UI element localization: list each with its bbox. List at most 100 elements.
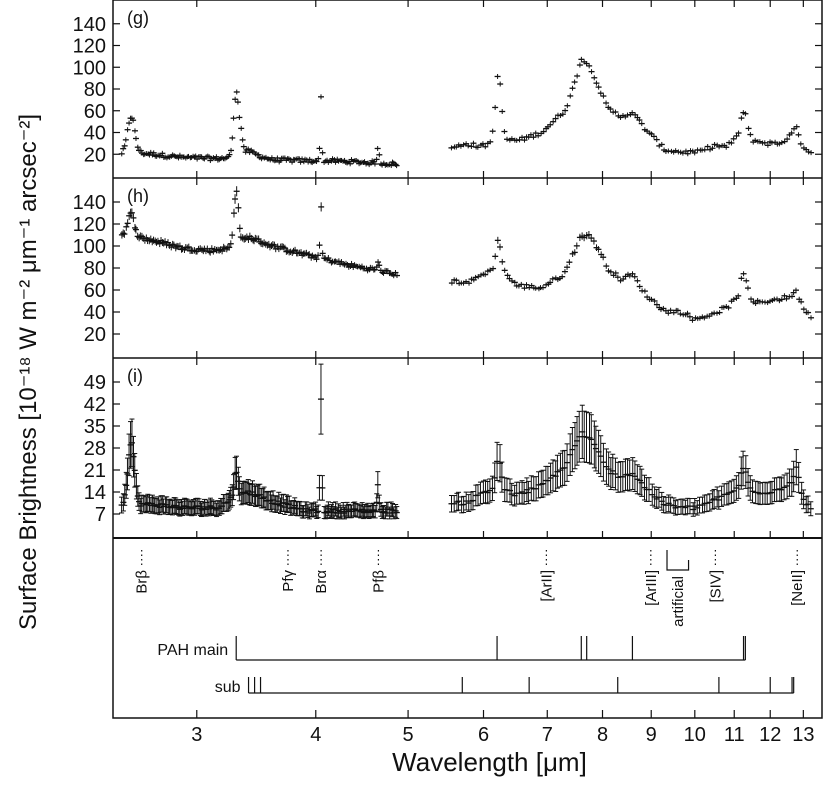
y-tick-label: 120	[73, 214, 106, 236]
y-tick-label: 28	[84, 438, 106, 460]
data-point	[372, 504, 379, 519]
data-point	[653, 302, 660, 308]
y-tick-label: 100	[73, 57, 106, 79]
data-point	[566, 259, 573, 266]
data-point	[632, 112, 639, 118]
data-point	[486, 478, 493, 503]
data-point	[778, 140, 785, 146]
data-point	[578, 56, 585, 62]
data-point	[795, 461, 802, 493]
data-point	[313, 256, 320, 263]
data-point	[689, 317, 696, 323]
data-point	[499, 258, 506, 265]
data-point	[735, 130, 742, 136]
data-point	[573, 242, 580, 250]
data-point	[679, 498, 686, 515]
data-point	[562, 108, 569, 114]
data-point	[728, 480, 735, 504]
data-point	[315, 156, 322, 162]
data-point	[482, 272, 489, 278]
data-point	[715, 490, 722, 510]
data-point	[315, 504, 322, 519]
data-point	[807, 501, 814, 517]
data-point	[172, 497, 179, 514]
data-point	[667, 307, 674, 313]
data-point	[492, 104, 499, 110]
data-point	[235, 203, 242, 213]
data-point	[303, 501, 310, 517]
data-point	[356, 503, 363, 518]
data-point	[234, 99, 241, 105]
data-point	[470, 140, 477, 146]
data-point	[576, 410, 583, 463]
data-point	[743, 278, 750, 284]
data-point	[595, 429, 602, 474]
data-point	[126, 120, 133, 126]
data-point	[658, 141, 665, 147]
data-point	[506, 276, 513, 282]
data-point	[448, 280, 455, 286]
data-point	[131, 128, 138, 134]
data-point	[335, 258, 342, 265]
data-point	[788, 130, 795, 136]
data-point	[169, 240, 176, 248]
data-point	[521, 137, 528, 143]
data-point	[686, 314, 693, 320]
data-point	[718, 485, 725, 507]
data-point	[738, 275, 745, 281]
data-point	[591, 75, 598, 81]
data-point	[373, 156, 380, 162]
data-point	[216, 500, 223, 516]
data-point	[127, 421, 134, 469]
data-point	[662, 496, 669, 514]
data-point	[120, 229, 127, 238]
data-point	[123, 222, 130, 231]
data-point	[477, 481, 484, 505]
data-point	[124, 127, 131, 133]
data-point	[494, 73, 501, 79]
data-point	[559, 111, 566, 117]
data-point	[130, 117, 137, 123]
data-point	[540, 469, 547, 498]
data-point	[784, 136, 791, 142]
data-point	[636, 284, 643, 290]
data-point	[684, 310, 691, 316]
data-point	[603, 100, 610, 106]
data-point	[590, 237, 597, 245]
data-point	[600, 93, 607, 99]
data-point	[742, 111, 749, 117]
panel-label: (h)	[127, 186, 149, 206]
data-point	[118, 151, 125, 157]
data-point	[501, 129, 508, 135]
data-point	[554, 454, 561, 489]
data-point	[620, 276, 627, 282]
data-point	[298, 249, 305, 256]
data-point	[725, 305, 732, 311]
data-point	[472, 274, 479, 280]
data-point	[711, 488, 718, 509]
x-tick-label: 12	[759, 724, 781, 746]
data-point	[496, 243, 503, 251]
data-point	[574, 73, 581, 79]
data-point	[342, 260, 349, 267]
data-point	[730, 296, 737, 302]
data-point	[281, 244, 288, 252]
data-point	[591, 420, 598, 469]
data-point	[636, 117, 643, 123]
y-tick-label: 20	[84, 144, 106, 166]
data-point	[797, 141, 804, 147]
data-point	[348, 260, 355, 267]
pah-main-label: PAH main	[157, 642, 228, 659]
data-point	[277, 497, 284, 514]
data-point	[511, 279, 518, 285]
artificial-bracket	[666, 550, 690, 571]
data-point	[789, 293, 796, 299]
data-point	[318, 94, 325, 100]
y-tick-label: 7	[95, 504, 106, 526]
data-point	[229, 231, 236, 239]
data-point	[703, 494, 710, 513]
plot-frame	[112, 0, 823, 719]
data-point	[236, 224, 243, 233]
data-point	[376, 152, 383, 158]
data-point	[130, 213, 137, 223]
